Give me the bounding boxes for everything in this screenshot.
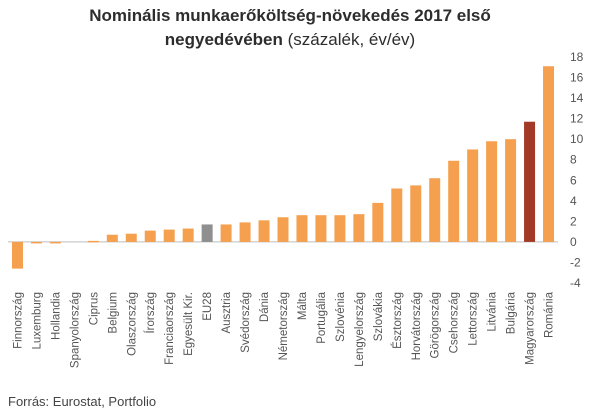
category-label: Luxemburg [31,292,43,350]
bar [296,215,308,242]
category-label: Portugália [316,291,328,343]
y-tick-label: 14 [570,91,584,105]
bar [220,224,232,242]
bar [315,215,327,242]
chart-title-line1: Nominális munkaerőköltség-növekedés 2017… [89,6,491,25]
chart-title: Nominális munkaerőköltség-növekedés 2017… [0,4,580,52]
category-label: Ausztria [221,291,233,333]
y-tick-label: 12 [570,112,584,126]
category-label: Dánia [259,291,271,322]
bar [429,178,441,242]
bar [391,188,403,242]
category-label: Magyarország [525,292,537,365]
category-label: Észtország [391,292,404,349]
y-tick-label: 0 [570,235,577,249]
category-label: Olaszország [126,292,138,356]
category-label: Írország [144,292,157,334]
category-label: Szlovénia [335,291,347,341]
bar [239,222,251,242]
bar [49,241,61,244]
bar [524,121,536,242]
bar [106,234,118,242]
y-tick-label: -4 [570,276,581,290]
category-label: Belgium [107,292,119,334]
bar [448,160,460,242]
y-tick-label: 10 [570,132,584,146]
category-label: Egyesült Kir. [183,292,195,356]
bar [505,139,517,242]
category-label: Litvánia [487,291,499,331]
chart-title-line2: negyedévében (százalék, év/év) [0,28,580,52]
bar [410,185,422,242]
bar [486,141,498,242]
bar [543,66,555,242]
y-tick-label: 18 [570,50,584,64]
category-label: Hollandia [50,291,62,340]
bar [182,228,194,242]
category-label: Csehország [449,292,461,353]
category-label: Franciaország [164,292,176,365]
category-label: Finnország [12,292,24,349]
category-label: Lengyelország [354,292,366,367]
bar [258,220,270,242]
category-label: Spanyolország [69,292,81,368]
category-label: Bulgária [506,291,518,334]
category-label: Szlovákia [373,291,385,341]
category-label: Málta [297,291,309,320]
bar [372,202,384,242]
category-label: Görögország [430,292,442,358]
bar [125,233,137,242]
y-tick-label: 2 [570,214,577,228]
y-tick-label: -2 [570,255,581,269]
bar [30,241,42,244]
bar [277,217,289,242]
y-tick-label: 8 [570,153,577,167]
bar [144,230,156,242]
chart-title-unit: (százalék, év/év) [287,30,416,49]
source-note: Forrás: Eurostat, Portfolio [8,394,157,409]
y-tick-label: 16 [570,71,584,85]
category-label: Svédország [240,292,252,353]
y-tick-label: 4 [570,194,577,208]
chart-title-emph: negyedévében [164,30,283,49]
bar [87,240,99,243]
y-tick-label: 6 [570,173,577,187]
category-label: EU28 [202,292,214,321]
bar [353,214,365,242]
category-label: Lettország [468,292,480,346]
bar [11,241,23,269]
category-label: Ciprus [88,292,100,325]
bar [163,229,175,242]
bar [467,149,479,242]
bar [201,224,213,242]
category-label: Románia [544,291,556,338]
bar [334,215,346,242]
category-label: Németország [278,292,290,360]
category-label: Horvátország [411,292,423,360]
